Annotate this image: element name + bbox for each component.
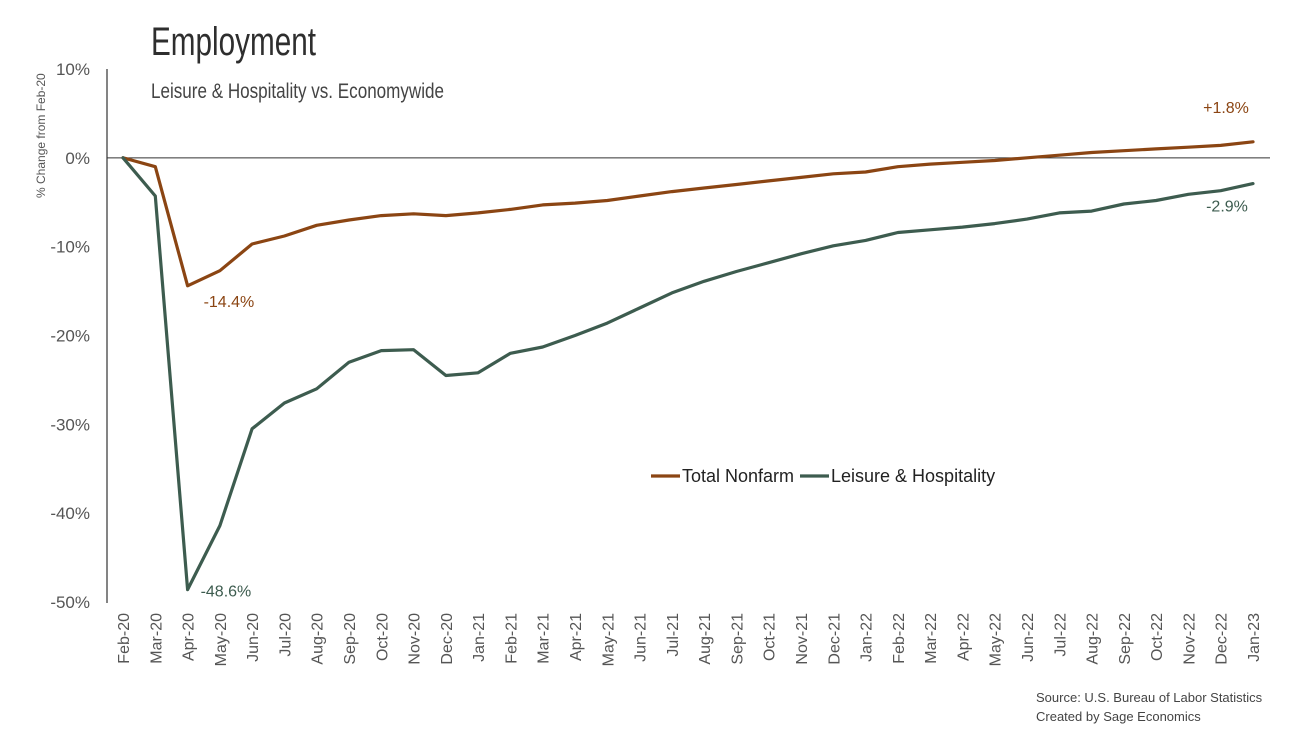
annotation-layer: -14.4% -48.6% +1.8% -2.9% [201, 100, 1249, 601]
series-line-leisure-hospitality [121, 156, 1255, 592]
x-tick-label: Aug-20 [310, 613, 327, 665]
x-tick-label: Jan-21 [471, 613, 488, 662]
x-axis: Feb-20 Mar-20 Apr-20 May-20 Jun-20 Jul-20 Aug-… [116, 613, 1263, 666]
x-tick-label: Dec-20 [439, 613, 456, 665]
x-tick-label: Mar-21 [536, 613, 553, 664]
x-tick-label: Feb-21 [503, 613, 520, 664]
series-layer [121, 140, 1255, 592]
data-label: -2.9% [1206, 199, 1248, 216]
x-tick-label: May-20 [213, 613, 230, 666]
x-tick-label: Jul-22 [1052, 613, 1069, 657]
chart-title: Employment [151, 20, 316, 64]
x-tick-label: Jun-20 [245, 613, 262, 662]
x-tick-label: Jul-20 [277, 613, 294, 657]
x-tick-label: Jun-21 [633, 613, 650, 662]
legend: Total Nonfarm Leisure & Hospitality [651, 466, 995, 486]
x-tick-label: Mar-22 [923, 613, 940, 664]
data-label: -48.6% [201, 584, 252, 601]
x-tick-label: Sep-21 [729, 613, 746, 665]
y-tick-label: 0% [65, 149, 90, 168]
x-tick-label: Nov-20 [407, 613, 424, 665]
x-tick-label: May-21 [600, 613, 617, 666]
x-tick-label: Jul-21 [665, 613, 682, 657]
data-label: +1.8% [1203, 100, 1249, 117]
source-line: Source: U.S. Bureau of Labor Statistics [1036, 690, 1263, 705]
y-tick-label: -30% [50, 415, 90, 434]
y-tick-label: 10% [56, 60, 90, 79]
y-axis-label: % Change from Feb-20 [34, 73, 48, 198]
y-axis: 10% 0% -10% -20% -30% -40% -50% [50, 60, 1270, 612]
x-tick-label: Aug-22 [1085, 613, 1102, 665]
x-tick-label: Dec-22 [1214, 613, 1231, 665]
legend-label: Leisure & Hospitality [831, 466, 995, 486]
x-tick-label: Nov-22 [1181, 613, 1198, 665]
x-tick-label: Dec-21 [826, 613, 843, 665]
x-tick-label: May-22 [988, 613, 1005, 666]
y-tick-label: -50% [50, 593, 90, 612]
credit-line: Created by Sage Economics [1036, 709, 1201, 724]
x-tick-label: Sep-20 [342, 613, 359, 665]
series-line-total-nonfarm [121, 140, 1255, 288]
x-tick-label: Oct-20 [374, 613, 391, 661]
chart-subtitle: Leisure & Hospitality vs. Economywide [151, 80, 444, 103]
x-tick-label: Jan-22 [859, 613, 876, 662]
x-tick-label: Feb-20 [116, 613, 133, 664]
y-tick-label: -40% [50, 504, 90, 523]
x-tick-label: Mar-20 [148, 613, 165, 664]
x-tick-label: Apr-22 [955, 613, 972, 661]
x-tick-label: Jan-23 [1246, 613, 1263, 662]
legend-label: Total Nonfarm [682, 466, 794, 486]
x-tick-label: Aug-21 [697, 613, 714, 665]
x-tick-label: Sep-22 [1117, 613, 1134, 665]
x-tick-label: Jun-22 [1020, 613, 1037, 662]
data-label: -14.4% [204, 294, 255, 311]
x-tick-label: Apr-20 [181, 613, 198, 661]
x-tick-label: Nov-21 [794, 613, 811, 665]
y-tick-label: -20% [50, 327, 90, 346]
x-tick-label: Apr-21 [568, 613, 585, 661]
x-tick-label: Oct-22 [1149, 613, 1166, 661]
x-tick-label: Oct-21 [762, 613, 779, 661]
y-tick-label: -10% [50, 238, 90, 257]
x-tick-label: Feb-22 [891, 613, 908, 664]
